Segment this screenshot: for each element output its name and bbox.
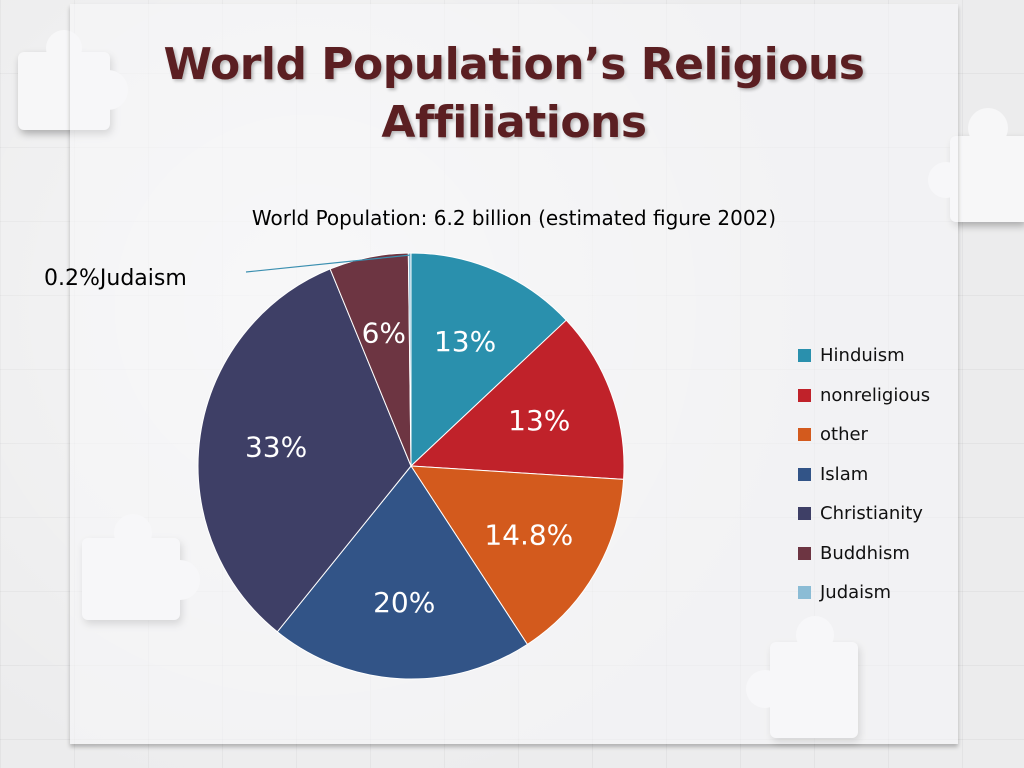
judaism-callout-label: 0.2%Judaism xyxy=(44,266,187,291)
legend-item-hinduism: Hinduism xyxy=(798,336,930,376)
legend-item-islam: Islam xyxy=(798,455,930,495)
legend-label: Hinduism xyxy=(820,345,905,367)
chart-legend: Hinduism nonreligious other Islam Christ… xyxy=(798,336,930,613)
puzzle-piece-decoration xyxy=(928,108,1024,222)
legend-label: other xyxy=(820,424,868,446)
legend-swatch xyxy=(798,586,811,600)
page-title: World Population’s Religious Affiliation… xyxy=(163,39,865,148)
pie-slice-hinduism xyxy=(410,252,567,468)
data-label-hinduism: 13% xyxy=(434,325,496,358)
legend-label: nonreligious xyxy=(820,384,931,406)
legend-label: Judaism xyxy=(820,582,892,604)
legend-swatch xyxy=(798,388,811,402)
chart-title: World Population: 6.2 billion (estimated… xyxy=(251,206,777,230)
legend-item-christianity: Christianity xyxy=(798,494,930,534)
legend-item-nonreligious: nonreligious xyxy=(798,376,930,416)
legend-label: Buddhism xyxy=(820,542,910,564)
pie-slice-other xyxy=(410,465,625,646)
pie-slice-islam xyxy=(276,465,529,680)
legend-swatch xyxy=(798,428,811,442)
data-label-nonreligious: 13% xyxy=(508,404,570,437)
pie-slice-nonreligious xyxy=(409,319,625,480)
pie-slice-christianity xyxy=(197,268,412,633)
legend-swatch xyxy=(798,546,811,560)
data-label-christianity: 33% xyxy=(245,430,307,463)
judaism-leader-line xyxy=(245,254,410,273)
data-label-islam: 20% xyxy=(373,586,435,619)
legend-label: Christianity xyxy=(820,503,923,525)
legend-swatch xyxy=(798,467,811,481)
legend-swatch xyxy=(798,349,811,363)
legend-swatch xyxy=(798,507,811,521)
legend-label: Islam xyxy=(820,463,869,485)
legend-item-buddhism: Buddhism xyxy=(798,534,930,574)
legend-item-judaism: Judaism xyxy=(798,573,930,613)
legend-item-other: other xyxy=(798,415,930,455)
data-label-buddhism: 6% xyxy=(362,316,406,349)
pie-slice-judaism xyxy=(407,252,412,467)
data-label-other: 14.8% xyxy=(484,519,573,552)
